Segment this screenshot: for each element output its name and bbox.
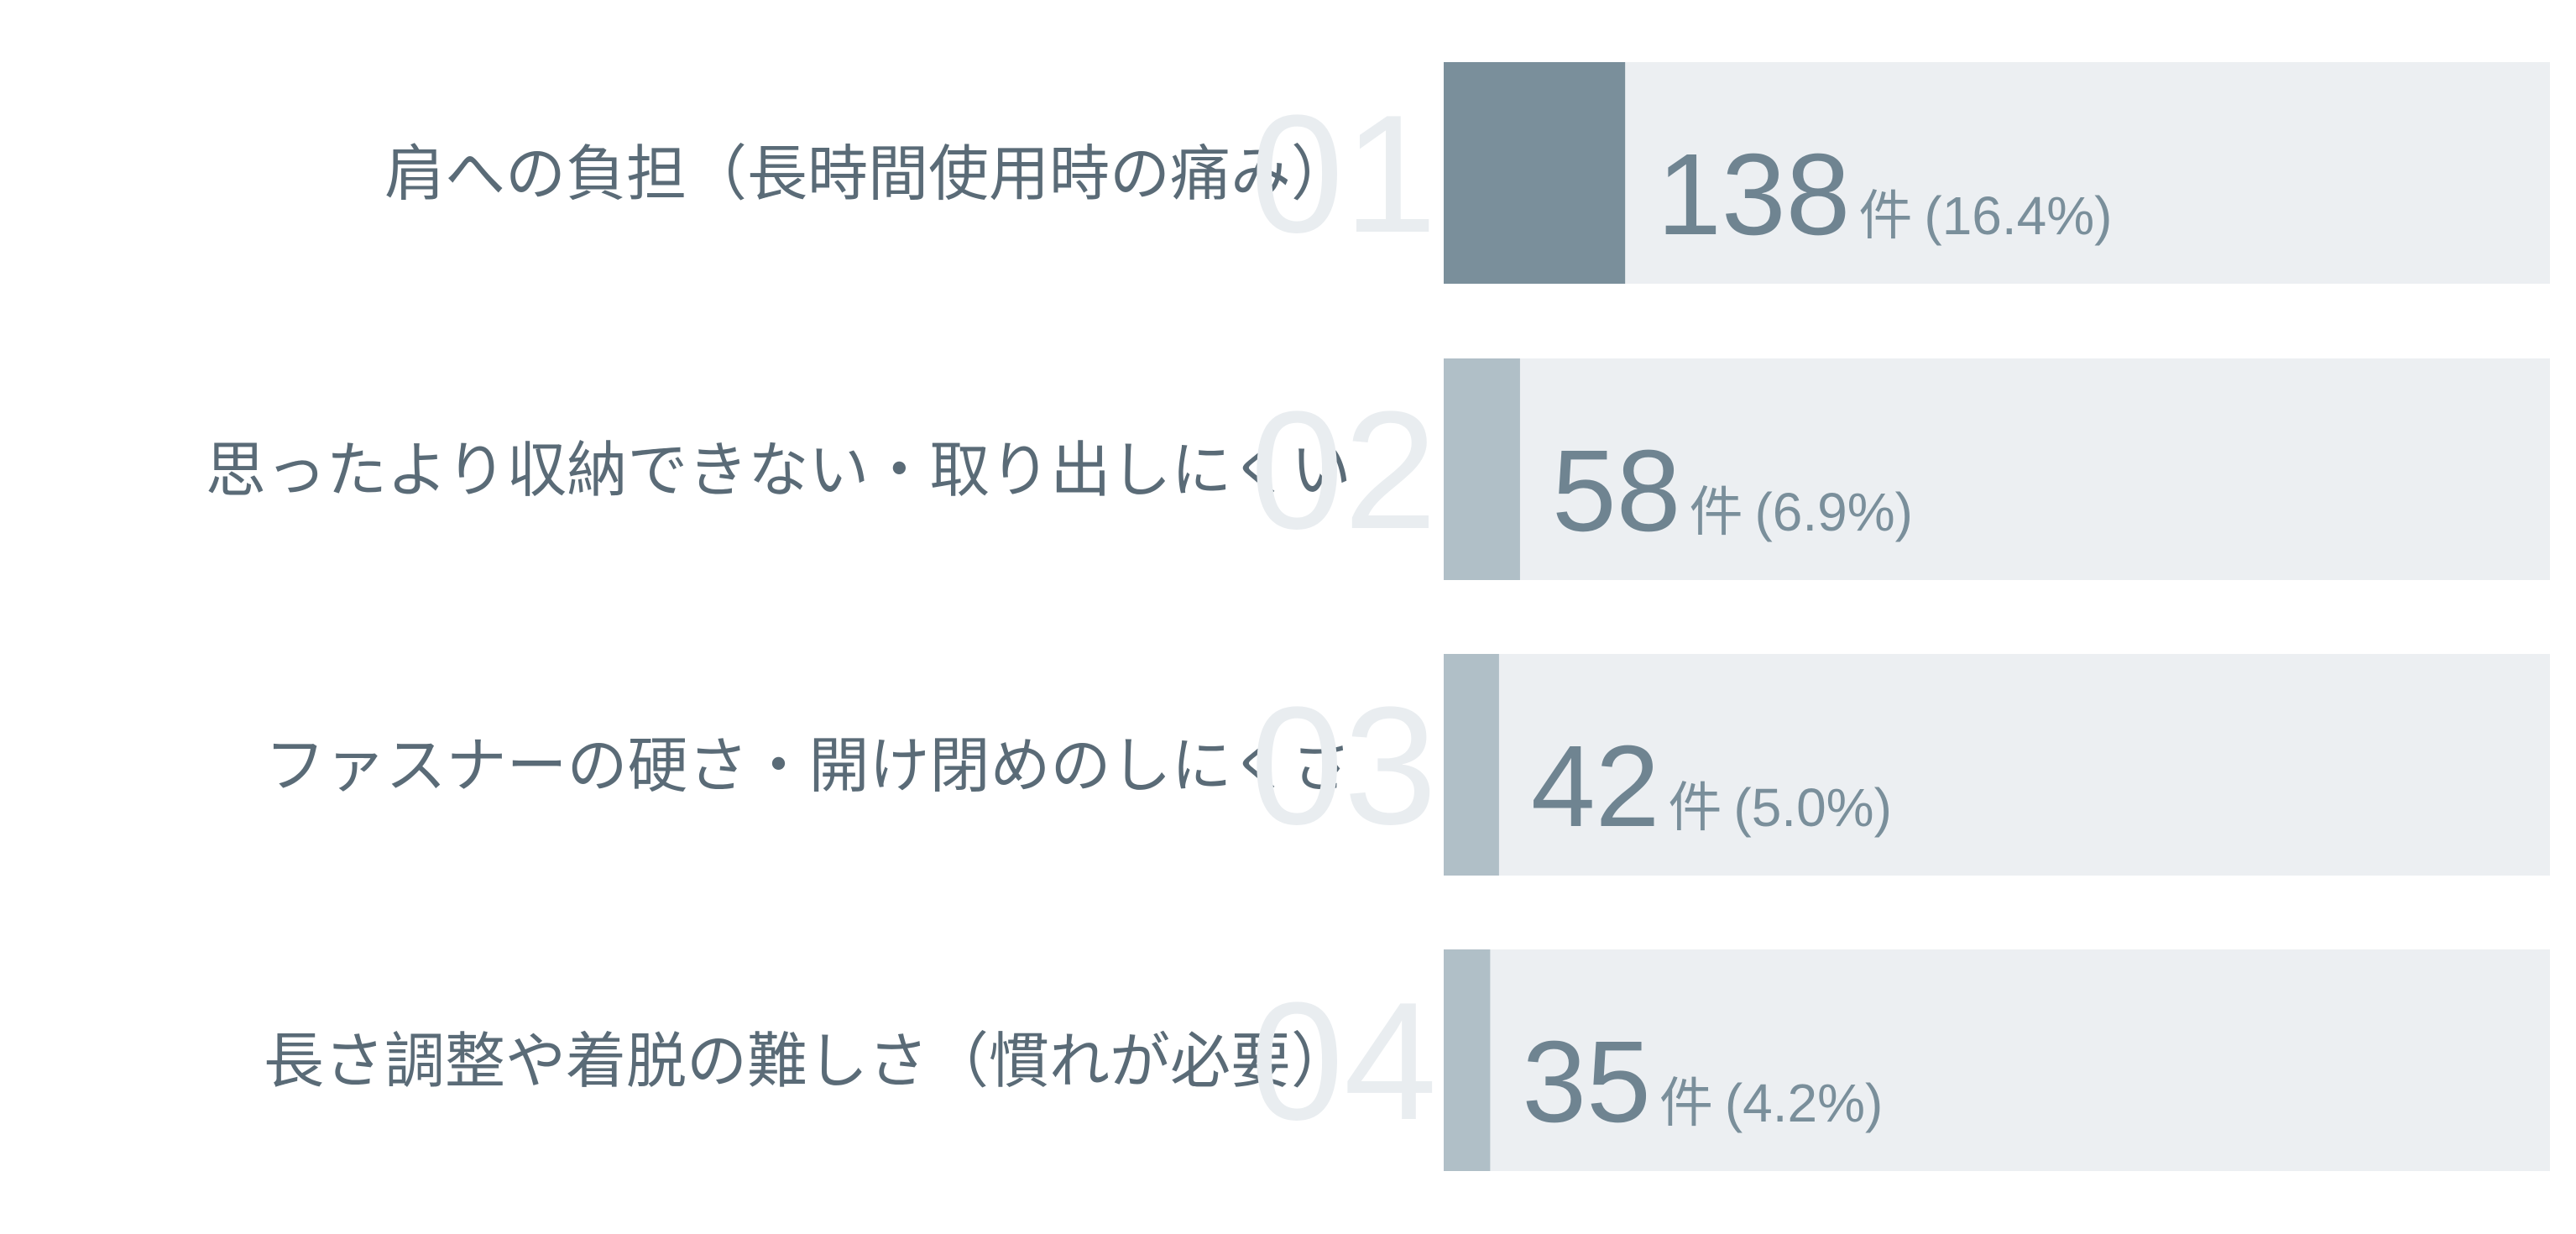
value-label: 42 件 (5.0%) <box>1531 722 1892 851</box>
value-number: 42 <box>1531 722 1660 851</box>
value-label: 138 件 (16.4%) <box>1657 130 2112 259</box>
value-percent: (5.0%) <box>1733 777 1892 838</box>
rank-number: 01 <box>1251 81 1437 268</box>
value-label: 35 件 (4.2%) <box>1522 1017 1883 1147</box>
value-percent: (16.4%) <box>1924 186 2112 246</box>
value-percent: (4.2%) <box>1725 1073 1884 1133</box>
bar-track <box>1444 654 2550 876</box>
bar-track <box>1444 358 2550 580</box>
value-percent: (6.9%) <box>1754 482 1913 542</box>
value-number: 138 <box>1657 130 1850 259</box>
category-label: 思ったより収納できない・取り出しにくい <box>206 435 1351 505</box>
rank-number: 04 <box>1251 968 1437 1155</box>
value-number: 35 <box>1522 1017 1651 1147</box>
value-number: 58 <box>1552 426 1681 556</box>
bar <box>1444 949 1491 1171</box>
value-unit: 件 <box>1858 186 1912 246</box>
bar <box>1444 62 1626 284</box>
rank-number: 03 <box>1251 672 1437 860</box>
value-unit: 件 <box>1659 1073 1713 1133</box>
category-label: ファスナーの硬さ・開け閉めのしにくさ <box>264 730 1351 801</box>
bar-track <box>1444 62 2550 284</box>
value-label: 58 件 (6.9%) <box>1552 426 1913 556</box>
bar <box>1444 654 1499 876</box>
category-label: 肩への負担（長時間使用時の痛み） <box>384 139 1351 209</box>
category-label: 長さ調整や着脱の難しさ（慣れが必要） <box>264 1026 1351 1096</box>
rank-number: 02 <box>1251 377 1437 564</box>
bar-track <box>1444 949 2550 1171</box>
bar <box>1444 358 1520 580</box>
value-unit: 件 <box>1689 482 1743 542</box>
value-unit: 件 <box>1668 777 1722 838</box>
